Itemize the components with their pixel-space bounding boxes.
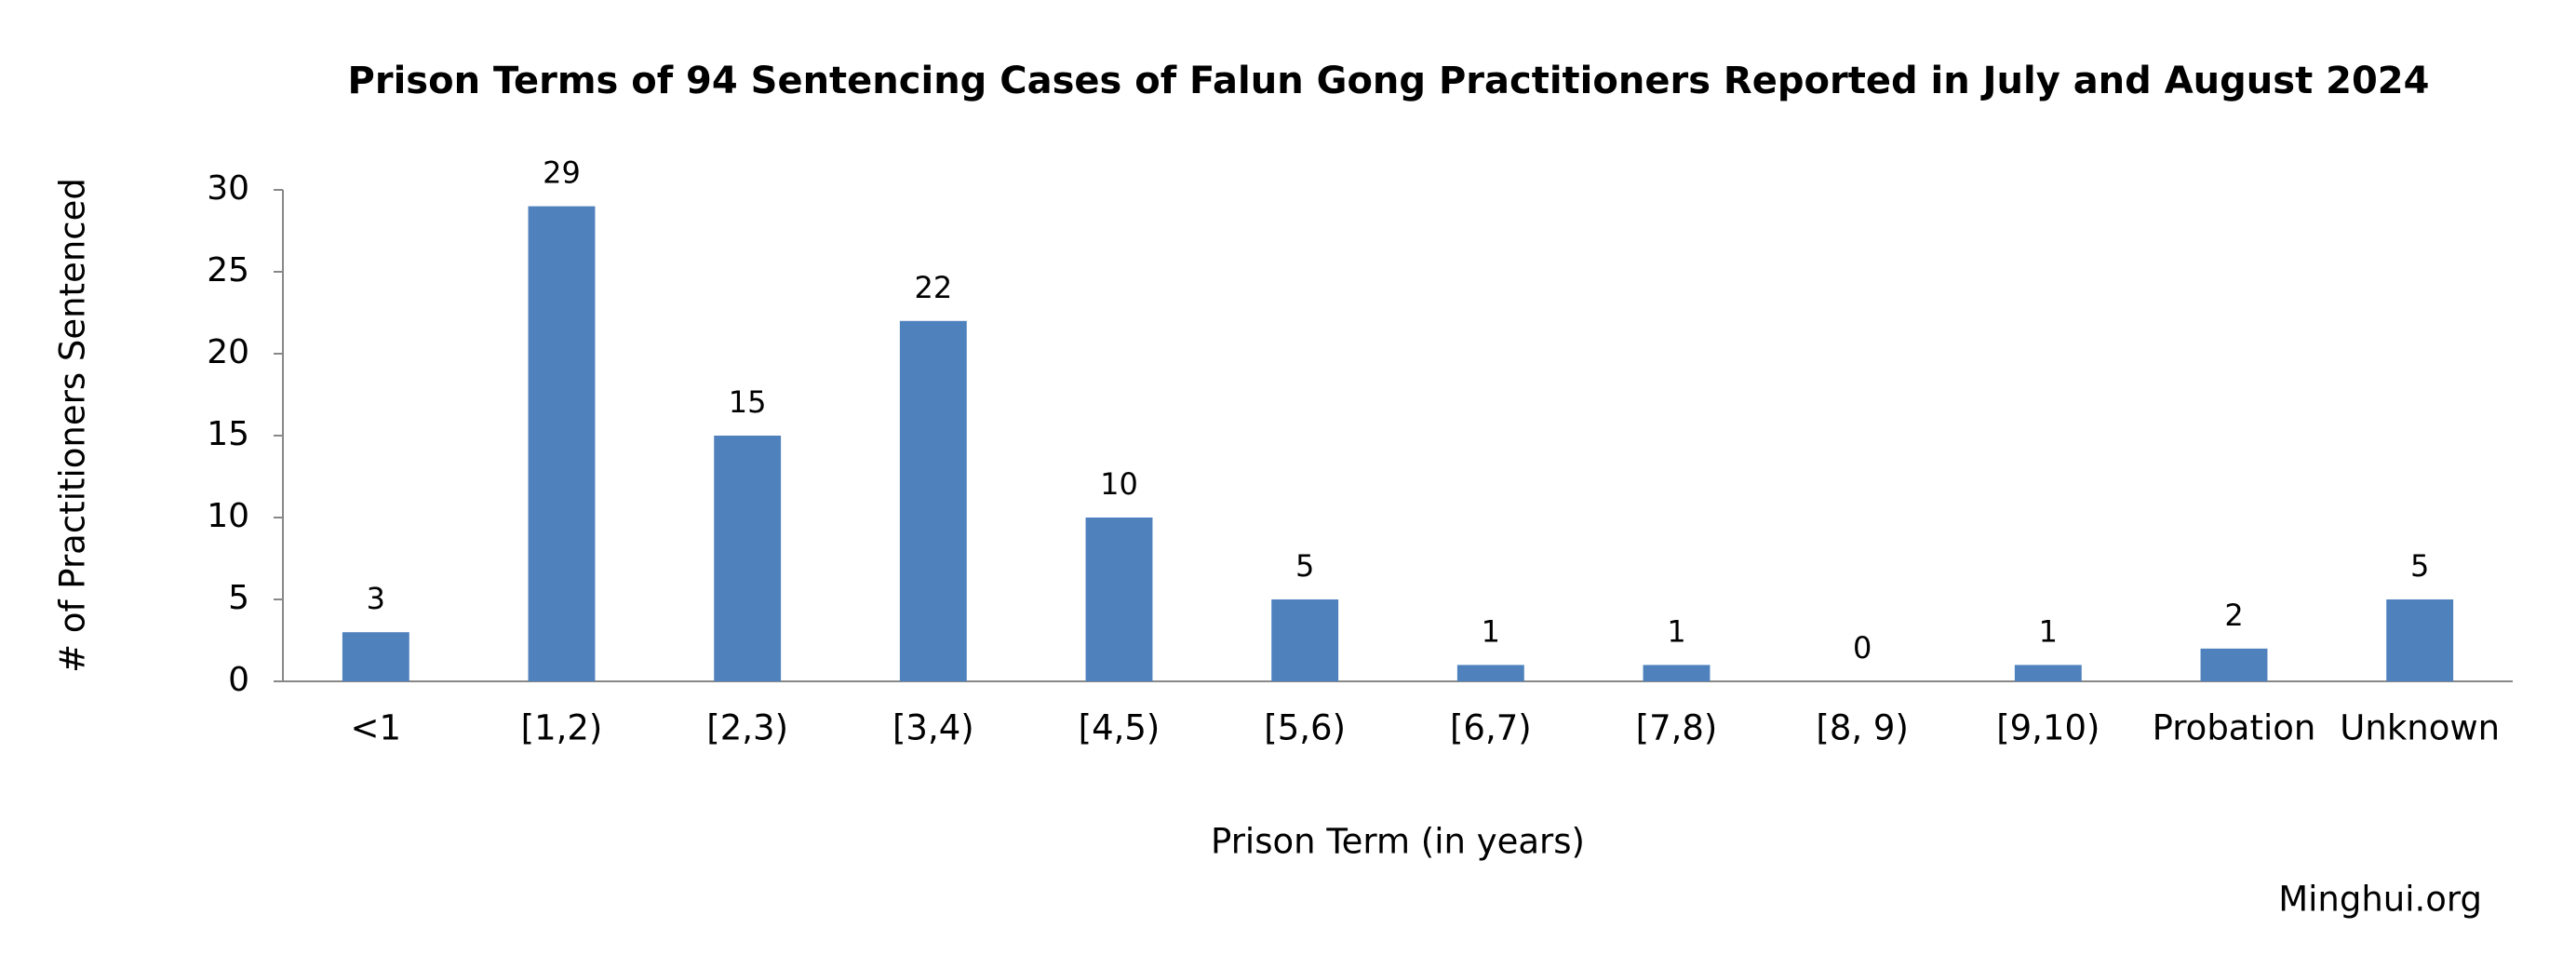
bar — [528, 206, 596, 681]
y-tick-label: 20 — [207, 333, 249, 371]
value-label: 5 — [2410, 548, 2429, 584]
chart-title: Prison Terms of 94 Sentencing Cases of F… — [348, 60, 2430, 102]
x-tick-label: [5,6) — [1264, 708, 1346, 748]
x-tick-label: Unknown — [2340, 708, 2500, 748]
bar — [899, 320, 967, 681]
value-label: 0 — [1853, 630, 1872, 666]
x-tick-label: [9,10) — [1996, 708, 2100, 748]
bar — [1456, 665, 1524, 681]
x-tick-label: <1 — [351, 708, 402, 748]
x-tick-label: [2,3) — [706, 708, 788, 748]
bar — [342, 632, 409, 681]
value-label: 15 — [729, 384, 767, 420]
x-tick-label: Probation — [2153, 708, 2316, 748]
x-tick-label: [8, 9) — [1816, 708, 1908, 748]
source: Minghui.org — [2278, 880, 2482, 920]
value-label: 5 — [1295, 548, 1314, 584]
y-tick-label: 0 — [228, 661, 249, 699]
bar — [2014, 665, 2082, 681]
bar — [2386, 599, 2454, 681]
x-tick-label: [1,2) — [521, 708, 603, 748]
bar — [714, 436, 782, 681]
x-tick-label: [4,5) — [1079, 708, 1161, 748]
y-axis-label: # of Practitioners Sentenced — [53, 178, 93, 673]
value-label: 1 — [2039, 613, 2058, 649]
value-label: 10 — [1100, 466, 1138, 502]
y-tick-label: 10 — [207, 497, 249, 535]
value-label: 29 — [543, 155, 581, 191]
y-tick-label: 5 — [228, 579, 249, 617]
x-axis-label: Prison Term (in years) — [1211, 822, 1585, 862]
y-tick-label: 25 — [207, 251, 249, 289]
y-tick-label: 30 — [207, 169, 249, 208]
value-label: 1 — [1482, 613, 1500, 649]
bar — [1271, 599, 1339, 681]
y-tick-label: 15 — [207, 415, 249, 453]
x-tick-label: [3,4) — [892, 708, 974, 748]
x-tick-label: [6,7) — [1450, 708, 1532, 748]
value-label: 2 — [2224, 598, 2243, 633]
bar — [2200, 648, 2268, 681]
value-label: 3 — [367, 581, 385, 616]
value-label: 1 — [1667, 613, 1685, 649]
value-label: 22 — [914, 270, 952, 305]
bar — [1643, 665, 1711, 681]
bar — [1085, 518, 1153, 681]
x-tick-label: [7,8) — [1636, 708, 1718, 748]
